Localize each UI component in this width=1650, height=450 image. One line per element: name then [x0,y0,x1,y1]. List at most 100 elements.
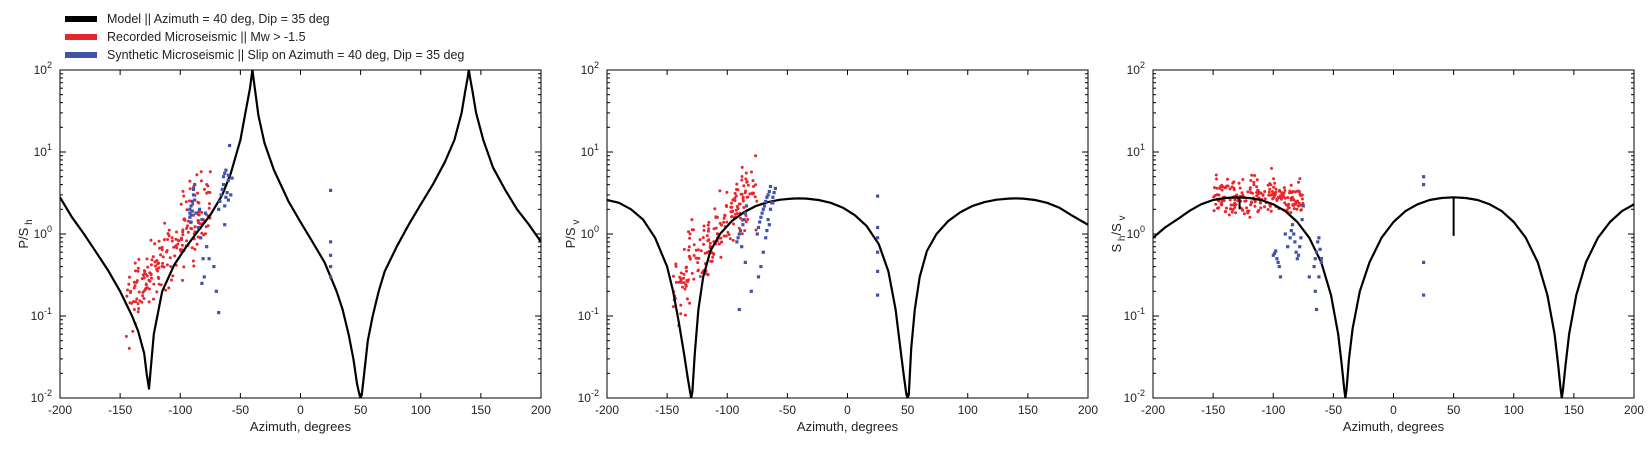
model-curve [1153,196,1634,398]
recorded-point [166,238,170,241]
recorded-point [706,223,710,227]
recorded-point [707,220,711,224]
recorded-point [153,242,157,246]
recorded-point [1229,203,1233,207]
recorded-point [1255,178,1259,182]
synthetic-point [761,207,765,211]
recorded-point [1290,191,1294,194]
recorded-point [1296,189,1300,193]
synthetic-point [226,198,230,202]
recorded-point [1236,199,1240,203]
recorded-point [702,224,706,228]
recorded-point [208,202,211,206]
recorded-point [185,226,189,230]
x-tick-label: 150 [1018,403,1038,417]
synthetic-point [202,275,206,279]
recorded-point [165,250,168,254]
recorded-point [196,191,200,195]
recorded-point [705,234,709,238]
synthetic-point [766,193,770,197]
y-tick-label: 10-2 [578,388,599,405]
recorded-point [174,237,178,241]
recorded-point [1273,181,1277,185]
recorded-point [716,232,719,236]
synthetic-point [203,211,208,215]
recorded-point [181,278,184,282]
recorded-point [1212,195,1216,199]
recorded-point [131,300,135,304]
synthetic-point [766,218,770,222]
recorded-point [1290,195,1294,199]
recorded-point [682,247,686,251]
recorded-point [1301,201,1305,205]
recorded-point [161,255,165,259]
recorded-point [1277,189,1281,193]
recorded-point [1214,202,1218,206]
recorded-point [1228,198,1232,202]
x-axis-label: Azimuth, degrees [797,419,899,434]
x-tick-label: -100 [715,403,739,417]
synthetic-point [329,188,333,192]
recorded-point [144,272,148,276]
recorded-point [136,269,140,273]
x-tick-label: 100 [411,403,431,417]
synthetic-point [767,223,771,227]
recorded-point [1245,206,1249,210]
recorded-point [200,231,204,235]
synthetic-point [758,220,762,224]
recorded-point [731,238,735,242]
synthetic-point [190,199,194,203]
synthetic-point [221,175,226,179]
synthetic-point [1313,289,1317,293]
recorded-point [671,305,675,309]
synthetic-point [1296,253,1301,257]
synthetic-point [1286,245,1290,249]
recorded-point [156,275,160,279]
recorded-point [730,215,734,219]
synthetic-point [1312,265,1316,269]
synthetic-point [230,176,234,180]
recorded-point [203,187,206,191]
synthetic-point [223,223,227,227]
recorded-point [682,272,686,276]
recorded-point [710,259,714,263]
recorded-point [1246,209,1250,213]
recorded-point [173,254,177,258]
recorded-point [1238,186,1242,190]
synthetic-point [1292,232,1296,236]
recorded-point [1263,197,1267,201]
synthetic-point [755,232,759,236]
recorded-point [744,214,748,217]
synthetic-point [218,199,222,203]
synthetic-point [765,195,769,199]
recorded-point [727,233,731,237]
recorded-point [687,230,690,234]
y-tick-label: 102 [1127,60,1145,77]
plot-frame [59,69,542,399]
recorded-point [679,271,683,275]
recorded-point [197,201,201,205]
synthetic-point [1283,232,1287,236]
recorded-point [1240,191,1244,195]
recorded-point [1289,198,1293,202]
x-tick-label: -200 [1141,403,1165,417]
synthetic-point [1299,236,1303,240]
recorded-point [1267,190,1271,194]
x-tick-label: 100 [958,403,978,417]
synthetic-point [765,229,769,233]
recorded-point [1274,187,1278,191]
synthetic-point [226,173,230,177]
synthetic-point [1298,245,1302,249]
recorded-point [200,211,204,214]
x-tick-label: 0 [844,403,851,417]
synthetic-point [1316,240,1320,244]
synthetic-point [741,223,745,227]
x-tick-label: 50 [354,403,368,417]
synthetic-point [1294,250,1298,254]
synthetic-point [190,209,194,213]
synthetic-point [217,207,221,211]
recorded-point [1287,206,1291,210]
synthetic-point [1274,249,1278,253]
recorded-point [159,283,163,287]
recorded-point [167,286,171,290]
